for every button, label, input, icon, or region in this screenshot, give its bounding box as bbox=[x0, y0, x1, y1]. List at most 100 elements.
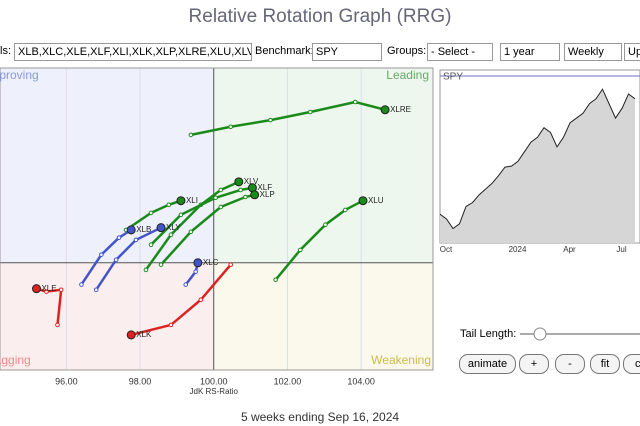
benchmark-tick: Apr bbox=[563, 245, 576, 254]
tail-point bbox=[213, 195, 218, 201]
tail-point bbox=[298, 247, 303, 253]
symbols-input[interactable]: XLB,XLC,XLE,XLF,XLI,XLK,XLP,XLRE,XLU,XLV… bbox=[14, 43, 252, 61]
tail-point bbox=[148, 242, 154, 247]
tail-head bbox=[234, 177, 244, 187]
tail-point bbox=[79, 282, 84, 287]
tail-point bbox=[93, 287, 99, 293]
tail-point bbox=[58, 287, 64, 293]
x-tick-label: 102.00 bbox=[274, 376, 302, 386]
benchmark-line bbox=[439, 88, 636, 230]
tail-point bbox=[228, 262, 233, 267]
update-button[interactable]: Up bbox=[624, 43, 640, 61]
tail-point bbox=[188, 229, 194, 235]
tail-line bbox=[124, 199, 183, 232]
tail-label: XLC bbox=[203, 258, 219, 267]
tail-point bbox=[307, 109, 313, 115]
groups-select[interactable]: - Select - bbox=[427, 43, 493, 61]
tail-label: XLY bbox=[166, 223, 181, 232]
tail-head bbox=[176, 196, 186, 206]
tail-head bbox=[193, 258, 203, 268]
tail-head bbox=[31, 284, 41, 294]
tail-point bbox=[55, 322, 60, 328]
interval-select[interactable]: Weekly bbox=[564, 43, 622, 61]
footer: 5 weeks ending Sep 16, 2024 bbox=[240, 410, 400, 424]
tail-head bbox=[250, 190, 260, 200]
tail-point bbox=[178, 212, 184, 218]
x-tick-label: 96.00 bbox=[55, 376, 78, 386]
tail-point bbox=[198, 202, 204, 208]
tail-point bbox=[133, 237, 139, 243]
slider-thumb[interactable] bbox=[533, 327, 547, 341]
quadrant-leading bbox=[213, 68, 433, 263]
control-button[interactable]: fit bbox=[590, 354, 620, 374]
tail-label: XLU bbox=[368, 196, 384, 205]
tail-point bbox=[148, 210, 154, 216]
tail-point bbox=[268, 117, 273, 123]
quadrant-label: Improving bbox=[0, 68, 39, 82]
tail-head bbox=[126, 225, 136, 235]
tail-point bbox=[183, 282, 189, 287]
tail-point bbox=[198, 297, 204, 303]
tail-head bbox=[247, 183, 257, 193]
tail-point bbox=[238, 187, 243, 193]
tail-line bbox=[80, 228, 133, 286]
tail-point bbox=[143, 267, 149, 273]
tail-head bbox=[156, 223, 166, 233]
tail-label: XLP bbox=[260, 190, 275, 199]
control-button[interactable]: animate bbox=[459, 354, 516, 374]
tail-label: XLV bbox=[244, 177, 259, 186]
tail-point bbox=[323, 222, 328, 228]
quadrant-improving bbox=[0, 68, 214, 263]
x-tick-label: 104.00 bbox=[347, 376, 375, 386]
x-tick-label: 100.00 bbox=[200, 376, 228, 386]
control-button[interactable]: + bbox=[519, 354, 549, 374]
tail-line bbox=[149, 186, 254, 246]
control-button[interactable]: - bbox=[555, 354, 585, 374]
tail-label: XLK bbox=[136, 330, 152, 339]
benchmark-area bbox=[440, 89, 635, 243]
benchmark-tick: Jul bbox=[616, 245, 626, 254]
quadrant-label: Leading bbox=[386, 68, 429, 82]
benchmark-input[interactable]: SPY bbox=[312, 43, 382, 61]
x-axis-label: JdK RS-Ratio bbox=[190, 387, 239, 396]
tail-label: XLRE bbox=[390, 105, 411, 114]
tail-point bbox=[116, 235, 122, 240]
tail-line bbox=[35, 287, 63, 327]
tail-point bbox=[158, 262, 164, 267]
tail-point bbox=[168, 322, 174, 328]
x-tick-label: 98.00 bbox=[129, 376, 152, 386]
tail-line bbox=[184, 261, 200, 286]
quadrant-label: Weakening bbox=[371, 353, 431, 367]
tail-point bbox=[113, 257, 119, 263]
tail-point bbox=[123, 227, 129, 233]
title: Relative Rotation Graph (RRG) bbox=[188, 6, 452, 27]
tail-point bbox=[168, 232, 174, 238]
symbols-label: ls: bbox=[0, 45, 11, 57]
tail-line bbox=[94, 226, 163, 292]
tail-point bbox=[228, 124, 233, 130]
control-button[interactable]: cl bbox=[623, 354, 640, 374]
tail-length-label: Tail Length: bbox=[460, 328, 517, 340]
period-select[interactable]: 1 year bbox=[500, 43, 560, 61]
tail-label: XLI bbox=[186, 196, 198, 205]
tail-head bbox=[380, 105, 390, 115]
tail-head bbox=[358, 196, 368, 206]
quadrant-weakening bbox=[213, 262, 433, 370]
tail-point bbox=[273, 277, 278, 283]
tail-line bbox=[144, 180, 241, 272]
benchmark-title: SPY bbox=[443, 72, 463, 83]
groups-label: Groups: bbox=[387, 45, 427, 57]
tail-line bbox=[189, 100, 387, 137]
tail-label: XLE bbox=[41, 284, 56, 293]
tail-line bbox=[129, 263, 232, 337]
tail-point bbox=[218, 187, 224, 193]
tail-point bbox=[243, 194, 248, 200]
quadrant-lagging bbox=[0, 262, 214, 370]
tail-label: XLB bbox=[136, 225, 151, 234]
chart-frame bbox=[0, 67, 434, 371]
benchmark-tick: 2024 bbox=[509, 245, 527, 254]
tail-line bbox=[274, 199, 365, 282]
quadrant-label: Lagging bbox=[0, 353, 31, 367]
tail-point bbox=[218, 204, 224, 210]
